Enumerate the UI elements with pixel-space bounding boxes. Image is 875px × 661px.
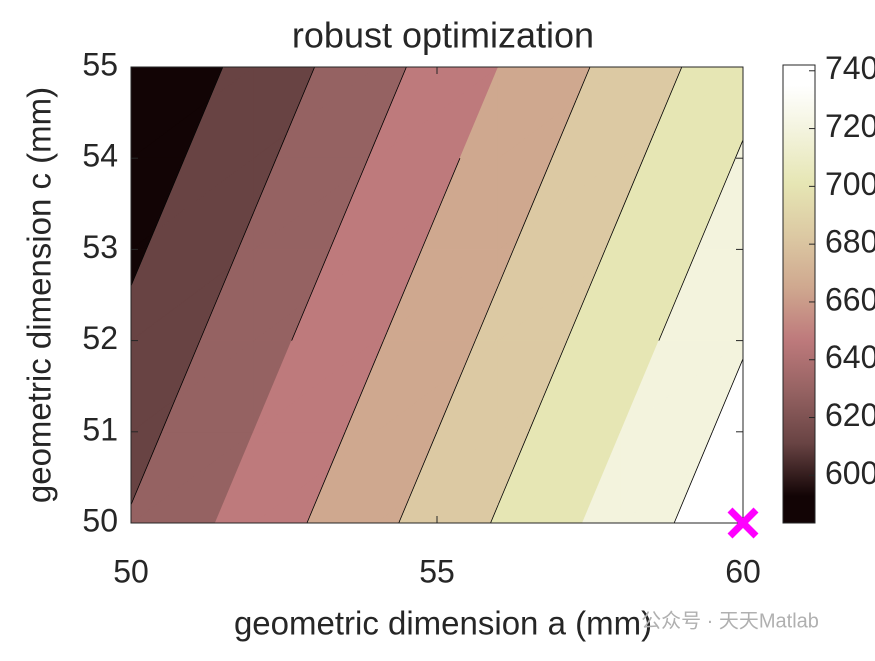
watermark: 公众号 · 天天Matlab (641, 609, 819, 632)
contour-line (696, 166, 733, 250)
contour-line (364, 158, 369, 167)
contour-line (575, 67, 591, 101)
contour-line (464, 340, 476, 366)
contour-line (308, 249, 331, 300)
contour-line (675, 249, 698, 300)
contour-line (275, 133, 288, 159)
contour-line (386, 249, 423, 333)
contour-line (542, 340, 568, 399)
x-tick-label: 60 (725, 553, 761, 589)
x-tick-label: 55 (419, 553, 455, 589)
colorbar (782, 64, 816, 524)
y-tick-label: 54 (82, 138, 118, 174)
contour-line (731, 158, 736, 167)
contour-line (653, 67, 683, 134)
colorbar-tick-label: 720 (825, 108, 875, 144)
contour-line (286, 67, 315, 134)
colorbar-tick-label: 620 (825, 397, 875, 433)
contour-line (421, 199, 443, 250)
marker-stroke (727, 507, 759, 539)
contour-line (597, 249, 606, 267)
colorbar-tick-label: 740 (825, 50, 875, 86)
x-axis-label: geometric dimension a (mm) (234, 605, 652, 642)
contour-line (291, 298, 310, 341)
contour-line (131, 249, 147, 287)
chart-title: robust optimization (292, 15, 594, 56)
optimum-marker (727, 507, 759, 539)
contour-line (620, 158, 644, 214)
contour-band (253, 67, 315, 159)
contour-line (734, 139, 743, 159)
contour-line (230, 249, 239, 267)
contour-line (474, 285, 499, 341)
contour-line (673, 464, 699, 523)
contour-line (528, 398, 544, 432)
contour-line (375, 67, 407, 141)
contour-line (604, 212, 621, 250)
contour-band (497, 67, 591, 159)
contour-line (566, 265, 599, 341)
contour-line (490, 504, 499, 523)
contour-line (161, 398, 176, 432)
contour-line (658, 298, 677, 341)
contour-line (436, 365, 466, 432)
colorbar-tick-label: 680 (825, 224, 875, 260)
contour-band (375, 67, 499, 159)
plot-area (131, 67, 743, 523)
contour-line (175, 340, 201, 399)
y-tick-label: 51 (82, 411, 118, 447)
contour-line (383, 332, 388, 341)
contour-line (145, 232, 154, 250)
contour-line (152, 158, 185, 233)
y-tick-label: 53 (82, 229, 118, 265)
contour-line (375, 340, 384, 359)
contour-line (513, 232, 521, 250)
contour-line (643, 133, 655, 159)
colorbar-tick-label: 700 (825, 166, 875, 202)
contour-line (131, 431, 162, 505)
y-tick-label: 52 (82, 320, 118, 356)
contour-line (184, 100, 210, 159)
contour-line (698, 431, 713, 466)
y-tick-label: 55 (82, 46, 118, 82)
contour-line (344, 358, 377, 432)
x-tick-label: 50 (113, 553, 149, 589)
contour-band (620, 67, 683, 159)
colorbar-tick-label: 600 (825, 455, 875, 491)
contour-line (367, 139, 377, 159)
y-axis-label: geometric dimension c (mm) (21, 87, 58, 503)
contour-line (253, 158, 277, 214)
contour-line (237, 212, 254, 250)
colorbar-tick-label: 640 (825, 339, 875, 375)
contour-line (398, 497, 410, 523)
contour-line (497, 249, 514, 287)
contour-line (712, 358, 743, 432)
colorbar-tick-label: 660 (825, 281, 875, 317)
y-tick-label: 50 (82, 502, 118, 538)
contour-band (131, 67, 224, 159)
contour-line (199, 265, 232, 341)
contour-line (306, 464, 332, 523)
contour-line (551, 100, 577, 159)
contour-line (329, 166, 366, 250)
contour-line (520, 158, 553, 233)
contour-line (408, 431, 438, 499)
contour-line (442, 158, 461, 200)
contour-line (497, 431, 530, 505)
contour-line (330, 431, 346, 466)
contour-line (208, 67, 224, 101)
